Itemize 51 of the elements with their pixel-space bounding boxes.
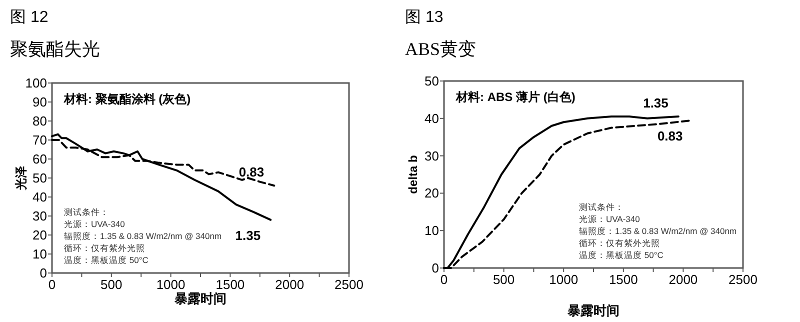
annotation: 辐照度：1.35 & 0.83 W/m2/nm @ 340nm [64,231,222,241]
line-series [51,133,272,221]
x-tick-label: 2500 [334,277,364,292]
series-label: 1.35 [235,228,261,243]
annotation: 光源：UVA-340 [579,214,640,224]
annotation: 光源：UVA-340 [64,219,126,229]
annotation: 循环：仅有紫外光照 [579,238,660,248]
chart-subtitle: 聚氨酯失光 [10,39,100,59]
x-tick-label: 2500 [728,272,758,287]
y-tick-label: 80 [32,114,47,128]
y-tick-label: 50 [32,170,47,186]
x-axis-title: 暴露时间 [566,303,620,318]
y-tick-label: 50 [424,74,439,88]
x-tick-label: 500 [100,277,122,292]
annotation: 测试条件： [579,202,624,212]
series-label: 0.83 [657,128,683,144]
x-tick-label: 1000 [549,272,578,287]
y-axis-title: delta b [406,155,420,194]
y-tick-label: 90 [32,94,47,110]
y-tick-label: 0 [432,260,439,276]
y-tick-label: 20 [32,228,47,242]
annotation: 温度：黑板温度 50°C [64,255,148,265]
chart-title: 图 12 [10,9,48,26]
y-tick-label: 60 [32,152,47,166]
x-tick-label: 2000 [275,277,304,292]
x-tick-label: 1000 [156,277,186,292]
annotation: 材料: 聚氨酯涂料 (灰色) [63,92,191,106]
annotation: 辐照度：1.35 & 0.83 W/m2/nm @ 340nm [579,226,737,236]
annotation: 循环：仅有紫外光照 [64,243,145,253]
x-tick-label: 1500 [216,277,245,292]
x-tick-label: 1500 [608,272,638,287]
y-tick-label: 40 [32,190,47,204]
y-tick-label: 40 [424,110,439,126]
x-axis-title: 暴露时间 [174,291,226,306]
annotation: 温度：黑板温度 50°C [579,250,664,260]
series-label: 0.83 [238,164,264,180]
y-tick-label: 70 [32,132,47,148]
y-tick-label: 100 [25,76,47,90]
y-tick-label: 10 [424,223,439,238]
chart-subtitle: ABS黄变 [405,39,476,59]
y-tick-label: 30 [32,208,47,224]
y-axis-title: 光泽 [14,165,28,191]
chart-title: 图 13 [405,9,444,26]
x-tick-label: 2000 [668,272,698,287]
annotation: 材料: ABS 薄片 (白色) [455,90,576,104]
y-tick-label: 20 [424,186,439,201]
y-tick-label: 10 [32,246,47,262]
x-tick-label: 500 [492,272,515,287]
y-tick-label: 30 [424,148,439,164]
series-label: 1.35 [643,96,668,111]
annotation: 测试条件： [64,207,109,217]
